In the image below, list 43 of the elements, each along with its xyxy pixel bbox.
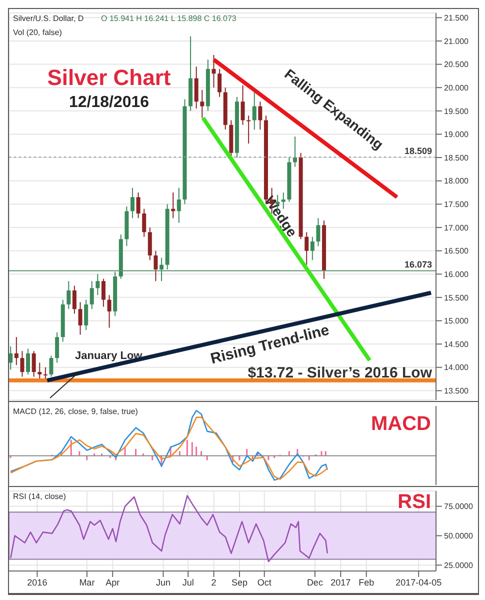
y-tick-label: 50.0000 — [444, 532, 474, 541]
panel-texts: RSI (14, close) — [13, 492, 66, 501]
chart-title: MACD — [371, 413, 431, 435]
y-tick-label: 17.000 — [444, 223, 470, 232]
y-tick-label: 14.500 — [444, 340, 470, 349]
y-tick-label: 19.000 — [444, 130, 470, 140]
ref-line-label: 18.509 — [404, 146, 432, 156]
annotation: O 15.941 H 16.241 L 15.898 C 16.073 — [101, 14, 237, 23]
y-tick-label: 13.500 — [444, 386, 470, 396]
y-tick-label: 15.000 — [444, 316, 470, 326]
annotation: Silver/U.S. Dollar, D — [13, 14, 84, 23]
text: Silver Chart — [47, 65, 172, 90]
x-tick-label: 2016 — [27, 577, 48, 588]
x-tick-label: Oct — [257, 577, 272, 588]
y-tick-label: 25.0000 — [444, 560, 474, 570]
y-tick-label: 19.500 — [444, 106, 470, 116]
y-tick-label: 21.500 — [444, 14, 470, 23]
text: 12/18/2016 — [68, 94, 150, 111]
y-tick-label: 18.500 — [444, 153, 470, 162]
x-tick-label: Mar — [79, 577, 95, 588]
ref-line-label: 16.073 — [404, 260, 432, 270]
y-tick-label: 16.000 — [444, 270, 470, 279]
y-tick-label: 21.000 — [444, 36, 470, 46]
x-tick-label: 2 — [211, 577, 216, 588]
annotation: Vol (20, false) — [13, 28, 62, 37]
y-tick-label: 75.0000 — [444, 502, 474, 512]
x-tick-label: Dec — [306, 577, 324, 588]
x-tick-label: Jun — [156, 577, 170, 588]
panel-texts: MACD (12, 26, close, 9, false, true) — [13, 407, 138, 416]
x-tick-label: Sep — [231, 577, 248, 588]
x-tick-label: 2017 — [330, 577, 351, 588]
x-tick-label: Feb — [358, 577, 374, 588]
y-tick-label: 15.500 — [444, 293, 470, 302]
chart-title: RSI — [398, 491, 431, 513]
y-tick-label: 16.500 — [444, 246, 470, 256]
y-tick-label: 20.500 — [444, 60, 470, 70]
y-tick-label: 17.500 — [444, 200, 470, 210]
x-tick-label: Apr — [106, 577, 120, 588]
y-tick-label: 14.000 — [444, 363, 470, 372]
x-tick-label: 2017-04-05 — [396, 577, 442, 588]
x-tick-label: Jul — [182, 577, 194, 588]
y-tick-label: 18.000 — [444, 176, 470, 186]
y-tick-label: 20.000 — [444, 83, 470, 92]
